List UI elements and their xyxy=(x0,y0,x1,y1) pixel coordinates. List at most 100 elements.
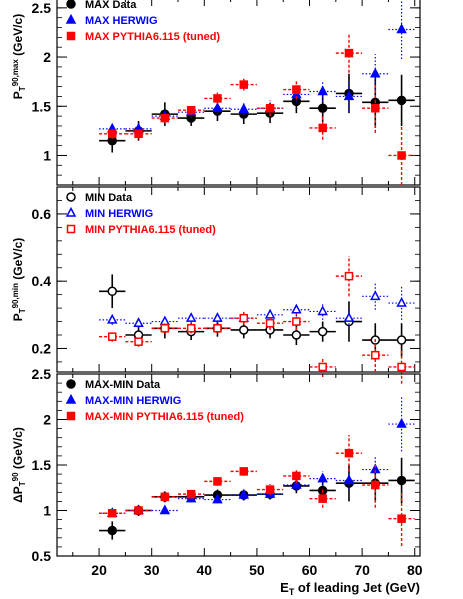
data-point xyxy=(134,129,143,139)
data-point xyxy=(212,312,223,322)
data-point xyxy=(371,350,380,360)
data-point xyxy=(265,318,275,328)
data-point xyxy=(317,305,328,316)
legend-marker xyxy=(66,0,76,9)
series-1 xyxy=(99,457,415,540)
data-point xyxy=(370,67,381,78)
data-point xyxy=(396,417,407,428)
data-point xyxy=(134,337,143,346)
data-point xyxy=(213,324,222,333)
y-tick-label: 0.2 xyxy=(32,340,52,356)
data-point xyxy=(397,514,406,523)
data-point xyxy=(239,80,249,89)
data-point xyxy=(396,335,407,345)
data-point xyxy=(291,303,302,314)
legend-label: MAX-MIN PYTHIA6.115 (tuned) xyxy=(85,411,244,423)
data-point xyxy=(213,94,222,103)
legend-label: MAX-MIN Data xyxy=(85,379,161,391)
series-3 xyxy=(99,33,415,185)
data-point xyxy=(396,95,407,106)
y-tick-label: 2 xyxy=(43,49,51,65)
y-tick-label: 1.5 xyxy=(32,98,52,114)
data-point xyxy=(159,315,171,326)
x-tick-label: 20 xyxy=(91,562,107,578)
data-point xyxy=(160,492,170,502)
data-point xyxy=(343,474,355,485)
data-point xyxy=(396,296,407,307)
series-2 xyxy=(99,282,415,329)
data-point xyxy=(292,471,301,481)
data-point xyxy=(292,317,301,326)
data-point xyxy=(397,151,406,160)
data-point xyxy=(344,448,354,458)
data-point xyxy=(396,23,407,34)
data-point xyxy=(344,48,354,58)
legend-label: MIN HERWIG xyxy=(85,208,153,220)
legend-label: MIN Data xyxy=(85,192,133,204)
data-point xyxy=(186,489,196,499)
y-tick-label: 2 xyxy=(43,412,51,428)
data-point xyxy=(239,313,249,323)
data-point xyxy=(238,488,250,499)
data-point xyxy=(212,102,223,112)
legend-label: MAX-MIN HERWIG xyxy=(85,395,181,407)
data-point xyxy=(317,326,328,337)
data-point xyxy=(265,485,275,494)
legend-marker xyxy=(65,13,77,24)
data-point xyxy=(318,362,327,372)
data-point xyxy=(107,129,117,139)
data-point xyxy=(212,493,223,504)
data-point xyxy=(343,90,355,101)
x-tick-label: 40 xyxy=(197,562,213,578)
data-point xyxy=(371,480,380,490)
data-point xyxy=(317,103,328,113)
y-tick-label: 1 xyxy=(43,147,51,163)
panel-frame xyxy=(56,186,421,373)
data-point xyxy=(318,123,327,133)
data-point xyxy=(133,317,144,327)
legend-marker xyxy=(65,206,77,217)
data-point xyxy=(134,506,143,515)
data-point xyxy=(291,478,302,489)
series-3 xyxy=(99,255,415,384)
data-point xyxy=(107,286,117,297)
legend-label: MAX Data xyxy=(85,0,137,11)
data-point xyxy=(107,508,117,518)
y-tick-label: 1 xyxy=(43,503,51,519)
legend-marker xyxy=(65,393,77,404)
data-point xyxy=(370,290,381,301)
series-3 xyxy=(99,434,415,546)
data-point xyxy=(239,325,249,335)
x-axis-label: ET of leading Jet (GeV) xyxy=(280,580,420,597)
y-tick-label: 2.5 xyxy=(32,366,52,382)
x-tick-label: 80 xyxy=(407,562,423,578)
panel-frame xyxy=(56,0,421,186)
panel-2: 0.2 0.4 0.6 PT90,min (GeV/c) MIN Data MIN HER… xyxy=(11,186,421,384)
x-tick-label: 30 xyxy=(144,562,160,578)
legend-label: MAX PYTHIA6.115 (tuned) xyxy=(85,31,220,43)
legend: MIN Data MIN HERWIG MIN PYTHIA6.115 (tuned… xyxy=(65,192,216,236)
y-tick-label: 0.5 xyxy=(32,548,52,564)
data-point xyxy=(186,105,196,115)
legend-marker xyxy=(66,192,76,202)
y-axis-label: ΔPT90 (GeV/c) xyxy=(11,427,27,503)
legend-marker xyxy=(66,224,76,234)
data-point xyxy=(107,332,117,341)
legend-marker xyxy=(66,31,76,41)
data-point xyxy=(292,85,301,94)
legend: MAX-MIN Data MAX-MIN HERWIG MAX-MIN PYTHIA… xyxy=(65,379,244,423)
data-point xyxy=(238,103,250,113)
legend-label: MIN PYTHIA6.115 (tuned) xyxy=(85,224,216,236)
data-point xyxy=(160,113,170,123)
data-point xyxy=(107,525,117,536)
data-point xyxy=(264,308,276,319)
y-tick-label: 2.5 xyxy=(32,0,52,16)
x-tick-label: 60 xyxy=(302,562,318,578)
legend: MAX Data MAX HERWIG MAX PYTHIA6.115 (tuned… xyxy=(65,0,220,43)
data-point xyxy=(106,313,118,324)
x-tick-label: 50 xyxy=(249,562,265,578)
data-point xyxy=(159,504,171,515)
data-point xyxy=(371,103,380,113)
